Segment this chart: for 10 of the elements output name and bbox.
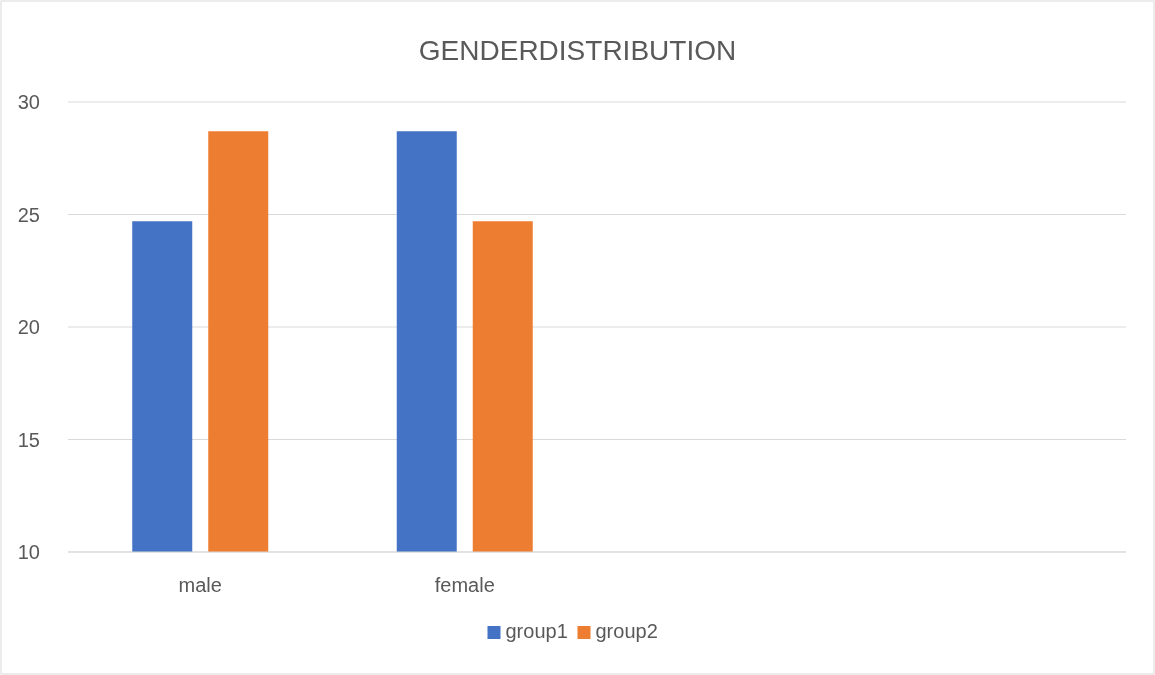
chart-title: GENDERDISTRIBUTION [418,35,737,66]
x-tick-label: male [178,574,222,596]
y-tick-label: 30 [17,91,40,113]
y-tick-label: 10 [17,541,40,563]
y-tick-label: 25 [17,203,40,226]
legend-label: group1 [505,620,568,642]
legend-label: group2 [595,620,658,642]
y-tick-label: 20 [17,316,40,338]
x-tick-label: female [434,574,495,596]
y-tick-label: 15 [17,428,40,451]
